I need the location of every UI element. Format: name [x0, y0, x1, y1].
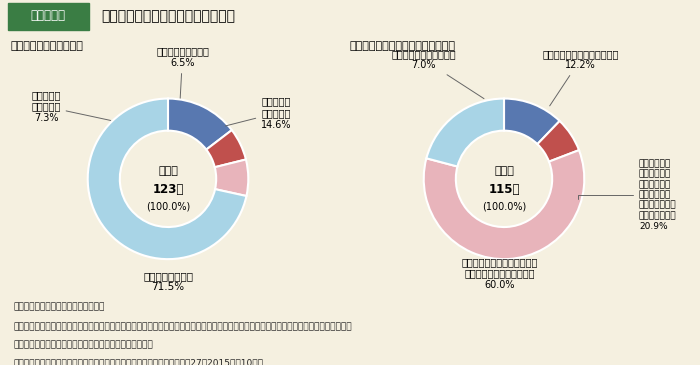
Text: 縮小したい」と回答した者に対して行われたもの。: 縮小したい」と回答した者に対して行われたもの。 [14, 340, 154, 349]
Text: 伐採業者（素
材生産業者）
や森林組合等
に委託するな
どして主伐をす
るつもりである
20.9%: 伐採業者（素 材生産業者） や森林組合等 に委託するな どして主伐をす るつもり… [578, 159, 676, 231]
Text: 林業者: 林業者 [494, 166, 514, 176]
Text: 森林所有者の林業経営に関する意向: 森林所有者の林業経営に関する意向 [102, 9, 235, 23]
Text: ２：「今後５年間の主伐に関する意向」は、「林業経営規模の意向」で「経営規模を拡大したい」、「現状を維持したい」、「経営規模を: ２：「今後５年間の主伐に関する意向」は、「林業経営規模の意向」で「経営規模を拡大… [14, 322, 353, 331]
Wedge shape [424, 150, 584, 259]
Text: 経営規模を
拡大したい
14.6%: 経営規模を 拡大したい 14.6% [225, 96, 292, 130]
Text: 123人: 123人 [153, 183, 183, 196]
Wedge shape [168, 99, 232, 150]
Wedge shape [206, 130, 246, 167]
Text: 林業者: 林業者 [158, 166, 178, 176]
Wedge shape [504, 99, 560, 144]
Wedge shape [538, 121, 579, 162]
FancyBboxPatch shape [8, 3, 89, 30]
Text: 注１：計の不一致は四捨五入による。: 注１：計の不一致は四捨五入による。 [14, 303, 105, 312]
Text: 伐期に達した山林がない
7.0%: 伐期に達した山林がない 7.0% [391, 49, 484, 99]
Wedge shape [426, 99, 504, 166]
Text: ［林業経営規模の意向］: ［林業経営規模の意向］ [10, 41, 83, 51]
Text: 現状を維持したい
71.5%: 現状を維持したい 71.5% [143, 271, 193, 292]
Text: 伐期に達した山林はあるが、
主伐を実施する予定はない
60.0%: 伐期に達した山林はあるが、 主伐を実施する予定はない 60.0% [462, 257, 538, 290]
Wedge shape [88, 99, 246, 259]
Text: 自ら主伐をするつもりである
12.2%: 自ら主伐をするつもりである 12.2% [542, 49, 619, 106]
Wedge shape [215, 160, 248, 196]
Text: 資料：農林水産省「森林資源の循環利用に関する意識・意向調査」（平成27（2015）年10月）: 資料：農林水産省「森林資源の循環利用に関する意識・意向調査」（平成27（2015… [14, 358, 264, 365]
Text: 林業経営をやめたい
6.5%: 林業経営をやめたい 6.5% [156, 46, 209, 98]
Text: ［今後５年間の主伐に関する意向］: ［今後５年間の主伐に関する意向］ [350, 41, 456, 51]
Text: 資料Ｉ－４: 資料Ｉ－４ [31, 9, 66, 22]
Text: 経営規模を
縮小したい
7.3%: 経営規模を 縮小したい 7.3% [32, 90, 111, 123]
Text: (100.0%): (100.0%) [482, 201, 526, 211]
Text: 115人: 115人 [488, 183, 519, 196]
Text: (100.0%): (100.0%) [146, 201, 190, 211]
